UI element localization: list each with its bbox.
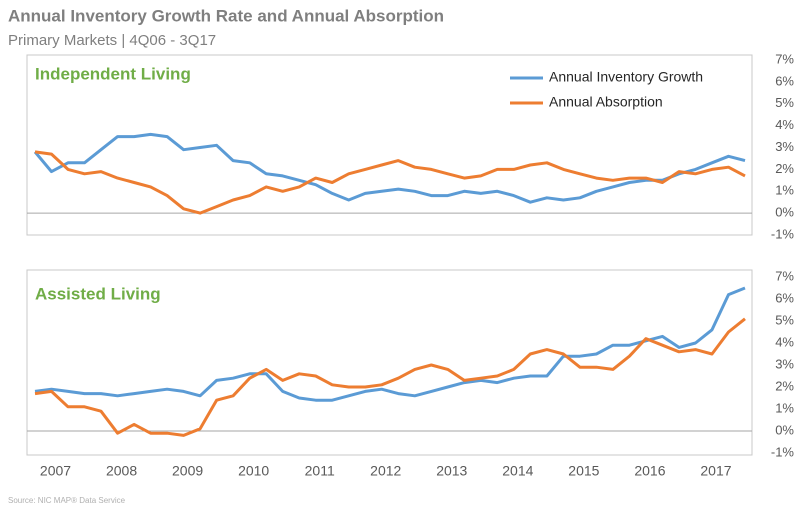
y-tick-label: 3%	[775, 356, 794, 371]
y-tick-label: 5%	[775, 95, 794, 110]
y-tick-label: 0%	[775, 422, 794, 437]
panel-frame	[26, 269, 753, 456]
x-tick-label: 2014	[502, 463, 533, 479]
x-tick-label: 2009	[172, 463, 203, 479]
page-subtitle: Primary Markets | 4Q06 - 3Q17	[8, 32, 216, 49]
series-line	[34, 286, 746, 402]
y-tick-label: 2%	[775, 161, 794, 176]
series-line	[34, 317, 746, 437]
panel-title: Independent Living	[35, 64, 191, 83]
x-tick-label: 2012	[370, 463, 401, 479]
x-tick-label: 2011	[305, 463, 335, 479]
y-tick-label: 3%	[775, 139, 794, 154]
x-tick-label: 2016	[634, 463, 665, 479]
x-tick-label: 2017	[700, 463, 731, 479]
legend-label: Annual Inventory Growth	[549, 69, 703, 85]
x-tick-label: 2007	[40, 463, 71, 479]
y-tick-label: 7%	[775, 51, 794, 66]
panel-title: Assisted Living	[35, 284, 161, 303]
page-title: Annual Inventory Growth Rate and Annual …	[8, 6, 444, 25]
y-tick-label: 1%	[775, 400, 794, 415]
panel-frame	[26, 54, 753, 236]
x-tick-label: 2008	[106, 463, 137, 479]
x-tick-label: 2015	[568, 463, 599, 479]
y-tick-label: 6%	[775, 73, 794, 88]
y-tick-label: 4%	[775, 334, 794, 349]
y-tick-label: 0%	[775, 205, 794, 220]
y-tick-label: 7%	[775, 268, 794, 283]
series-line	[33, 132, 746, 204]
source-note: Source: NIC MAP® Data Service	[8, 496, 126, 505]
series-line	[34, 150, 746, 215]
y-tick-label: -1%	[771, 226, 795, 241]
x-tick-label: 2010	[238, 463, 269, 479]
y-tick-label: 1%	[775, 183, 794, 198]
y-tick-label: -1%	[771, 444, 795, 459]
legend-label: Annual Absorption	[549, 94, 663, 110]
y-tick-label: 5%	[775, 312, 794, 327]
y-tick-label: 6%	[775, 290, 794, 305]
x-tick-label: 2013	[436, 463, 467, 479]
y-tick-label: 4%	[775, 117, 794, 132]
y-tick-label: 2%	[775, 378, 794, 393]
